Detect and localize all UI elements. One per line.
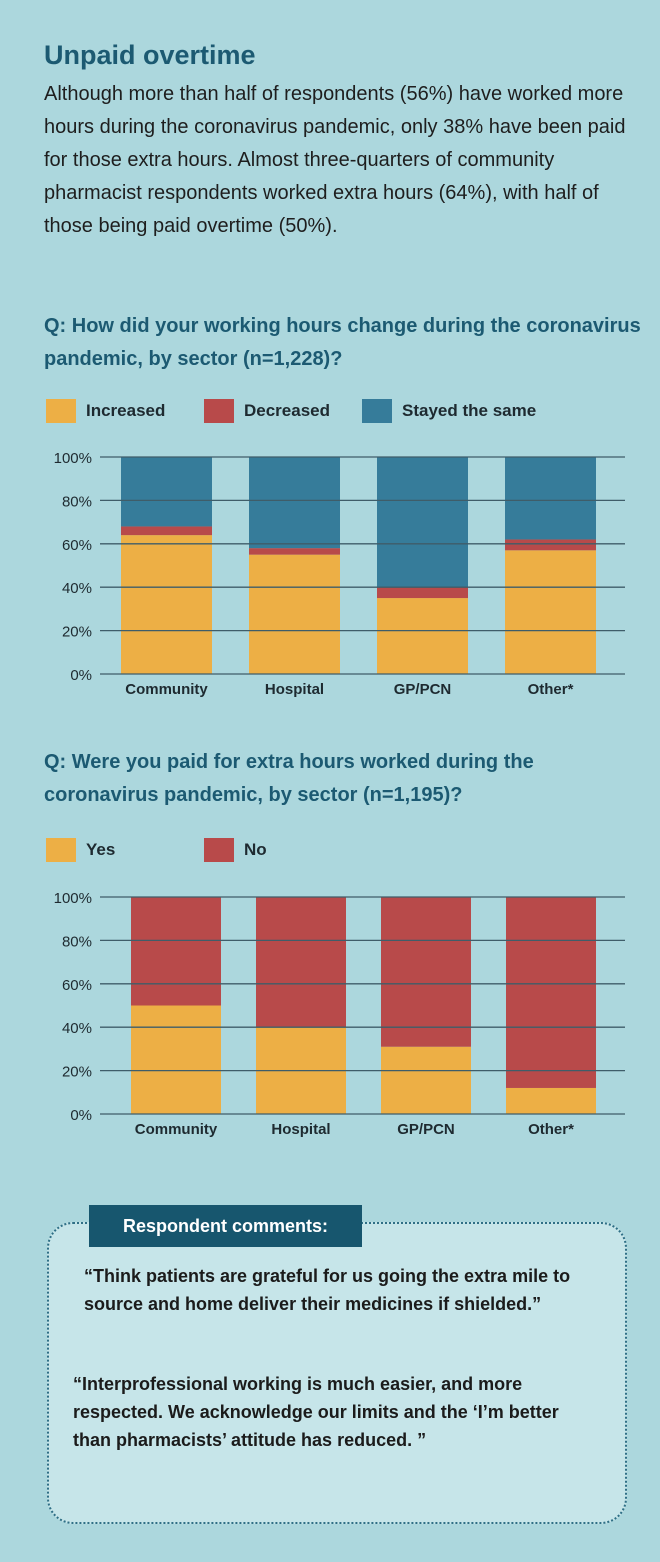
- category-label: GP/PCN: [394, 681, 452, 698]
- category-label: GP/PCN: [397, 1121, 455, 1138]
- bar-segment-stayed-the-same: [505, 457, 596, 540]
- bar-segment-stayed-the-same: [121, 457, 212, 527]
- y-tick-label: 0%: [70, 1107, 92, 1124]
- chart2-question: Q: Were you paid for extra hours worked …: [44, 751, 534, 806]
- legend-stayed-same: Stayed the same: [362, 399, 536, 423]
- category-label: Community: [125, 681, 208, 698]
- legend-yes: Yes: [46, 838, 115, 862]
- page-title: Unpaid overtime: [44, 40, 256, 70]
- bar-segment-decreased: [377, 587, 468, 599]
- category-label: Other*: [528, 681, 574, 698]
- bar-segment-no: [131, 897, 221, 1006]
- legend-swatch-same: [362, 399, 392, 423]
- chart-working-hours: 0% 20% 40% 60% 80% 100% Community Hospital GP/PC…: [54, 450, 625, 698]
- bar-segment-no: [256, 897, 346, 1028]
- bar-segment-stayed-the-same: [249, 457, 340, 549]
- category-label: Hospital: [265, 681, 324, 698]
- legend-swatch-decreased: [204, 399, 234, 423]
- y-tick-label: 20%: [62, 624, 92, 641]
- y-tick-label: 80%: [62, 933, 92, 950]
- bar-segment-stayed-the-same: [377, 457, 468, 588]
- legend-label: Increased: [86, 401, 166, 420]
- bar-segment-decreased: [249, 548, 340, 555]
- legend-label: No: [244, 840, 267, 859]
- category-label: Community: [135, 1121, 218, 1138]
- legend-increased: Increased: [46, 399, 165, 423]
- y-tick-label: 80%: [62, 493, 92, 510]
- legend-label: Stayed the same: [402, 401, 537, 420]
- comments-heading: Respondent comments:: [89, 1205, 362, 1247]
- legend-label: Decreased: [244, 401, 331, 420]
- legend-swatch-yes: [46, 838, 76, 862]
- bar-segment-yes: [131, 1005, 221, 1114]
- y-tick-label: 100%: [54, 450, 92, 467]
- bar-segment-increased: [121, 535, 212, 674]
- y-tick-label: 100%: [54, 890, 92, 907]
- quote-1: “Think patients are grateful for us goin…: [84, 1266, 571, 1314]
- bar-segment-increased: [377, 598, 468, 674]
- y-tick-label: 60%: [62, 977, 92, 994]
- intro-paragraph: Although more than half of respondents (…: [44, 83, 626, 237]
- legend-swatch-no: [204, 838, 234, 862]
- legend-swatch-increased: [46, 399, 76, 423]
- legend-decreased: Decreased: [204, 399, 330, 423]
- quote-2: “Interprofessional working is much easie…: [73, 1374, 559, 1450]
- bar-segment-yes: [381, 1046, 471, 1114]
- y-tick-label: 40%: [62, 1020, 92, 1037]
- y-tick-label: 60%: [62, 537, 92, 554]
- bar-segment-no: [506, 897, 596, 1088]
- bar-segment-no: [381, 897, 471, 1047]
- legend-label: Yes: [86, 840, 116, 859]
- bar-segment-decreased: [121, 526, 212, 536]
- chart-paid-overtime: 0% 20% 40% 60% 80% 100% Community Hospital GP/PC…: [54, 890, 625, 1138]
- legend-no: No: [204, 838, 267, 862]
- y-tick-label: 40%: [62, 580, 92, 597]
- bar-segment-yes: [506, 1087, 596, 1114]
- category-label: Hospital: [271, 1121, 330, 1138]
- bar-segment-decreased: [505, 539, 596, 551]
- y-tick-label: 0%: [70, 667, 92, 684]
- category-label: Other*: [528, 1121, 574, 1138]
- bar-segment-increased: [505, 550, 596, 674]
- y-tick-label: 20%: [62, 1064, 92, 1081]
- chart1-question: Q: How did your working hours change dur…: [44, 315, 641, 370]
- bar-segment-increased: [249, 554, 340, 674]
